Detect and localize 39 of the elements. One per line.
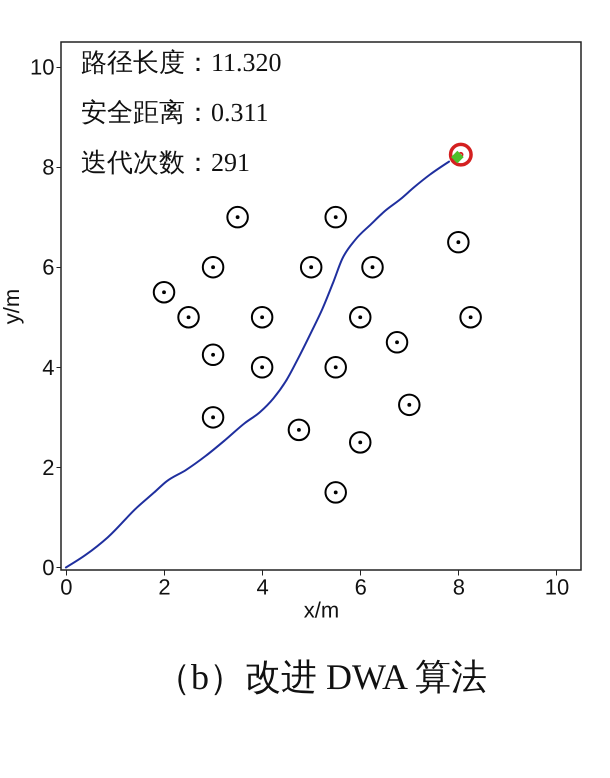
point [398,394,421,416]
y-tick-label: 6 [42,254,54,280]
point [324,356,347,379]
x-tick-label: 0 [60,574,73,600]
point [152,280,176,304]
x-tick-label: 4 [256,574,269,600]
annotation: 路径长度：11.320 [81,48,282,77]
x-tick-label: 10 [544,574,570,600]
point [349,431,372,454]
x-tick-label: 6 [354,574,367,600]
y-tick-label: 10 [30,54,54,80]
x-tick-label: 2 [158,574,171,600]
annotation: 迭代次数：291 [81,148,250,177]
point [250,356,274,379]
point [361,256,384,278]
point [459,306,482,329]
point [177,306,200,329]
y-tick-label: 8 [42,154,54,180]
x-tick-label: 8 [452,574,465,600]
point [202,344,224,366]
annotation: 安全距离：0.311 [81,98,269,127]
point [447,230,470,254]
x-axis-title: x/m [304,598,340,622]
point [300,256,322,278]
y-axis-title: y/m [0,288,24,324]
y-tick-label: 0 [42,555,54,580]
point [349,306,372,329]
y-tick-label: 4 [42,354,54,380]
point [202,256,224,278]
point [250,306,274,329]
point [324,481,347,504]
text: （b）改进 DWA 算法 [155,657,487,697]
point [324,206,347,228]
point [386,331,408,354]
point [448,142,473,167]
point [226,206,249,228]
y-tick-label: 2 [42,454,54,480]
point [202,406,224,429]
point [288,418,310,442]
